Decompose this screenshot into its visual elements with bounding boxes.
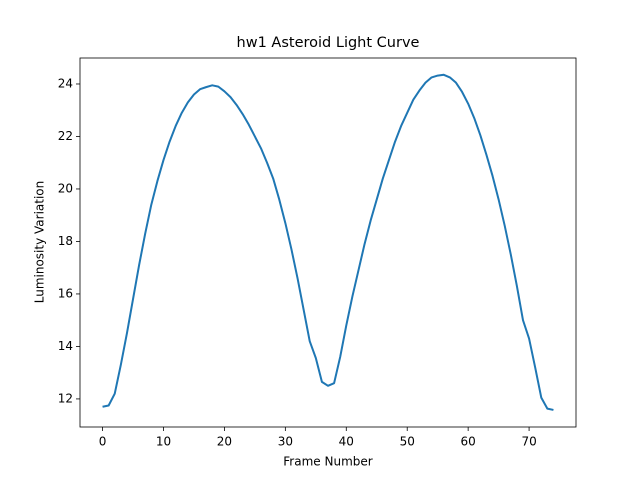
y-tick-label: 16 (58, 286, 73, 300)
x-tick-label: 0 (99, 435, 107, 449)
x-tick-label: 70 (521, 435, 536, 449)
y-tick-label: 14 (58, 339, 73, 353)
x-tick-label: 30 (278, 435, 293, 449)
data-line (102, 73, 554, 411)
y-tick-label: 20 (58, 181, 73, 195)
y-tick-label: 24 (58, 76, 73, 90)
x-tick-label: 50 (400, 435, 415, 449)
x-tick-label: 10 (156, 435, 171, 449)
x-tick-label: 60 (461, 435, 476, 449)
y-axis-label: Luminosity Variation (33, 181, 47, 304)
x-axis-label: Frame Number (283, 455, 372, 469)
plot-frame (79, 57, 577, 428)
chart-title: hw1 Asteroid Light Curve (237, 35, 420, 51)
x-tick-label: 40 (339, 435, 354, 449)
x-tick-label: 20 (217, 435, 232, 449)
y-tick-label: 22 (58, 129, 73, 143)
y-tick-label: 12 (58, 391, 73, 405)
y-tick-label: 18 (58, 234, 73, 248)
